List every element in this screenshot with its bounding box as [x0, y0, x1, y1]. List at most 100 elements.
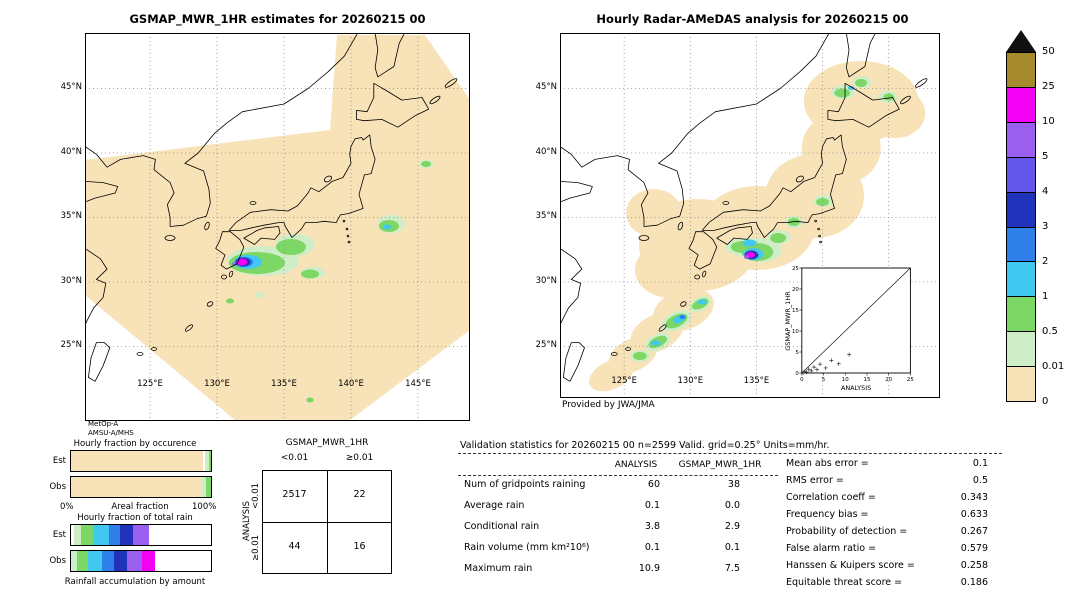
- metric-value: 0.5: [972, 475, 988, 486]
- coastlines: [85, 33, 458, 382]
- stats-row-label: Average rain: [464, 500, 525, 511]
- stats-value-analysis: 3.8: [644, 521, 660, 532]
- colorbar-tick: 25: [1042, 81, 1055, 92]
- stats-value-gsmap: 2.9: [724, 521, 740, 532]
- colorbar-tick: 4: [1042, 186, 1049, 197]
- inset-y-label: GSMAP_MWR_1HR: [784, 291, 792, 351]
- contingency-row-label-lt: <0.01: [251, 482, 261, 510]
- total-rain-bar-obs: [70, 550, 212, 572]
- contingency-row-label-ge: ≥0.01: [251, 534, 261, 562]
- metric-value: 0.186: [960, 577, 988, 588]
- occurrence-bar-obs: [70, 476, 212, 498]
- estimates-precip: [226, 160, 433, 403]
- contingency-cell-10: 44: [288, 541, 301, 552]
- lat-label-35n: 35°N: [535, 211, 557, 221]
- inset-x-ticks: 0 5 10 15 20 25: [800, 377, 914, 383]
- contingency-col-label-lt: <0.01: [280, 453, 309, 463]
- lat-label-40n: 40°N: [60, 147, 82, 157]
- colorbar-tick: 3: [1042, 221, 1049, 232]
- contingency-cell-01: 22: [353, 489, 366, 500]
- svg-text:20: 20: [792, 287, 799, 293]
- obs-label: Obs: [49, 556, 66, 566]
- est-label: Est: [52, 456, 66, 466]
- analysis-map: 125°E 130°E 135°E 0 5 10 15 20 25: [560, 33, 940, 398]
- accumulation-label: Rainfall accumulation by amount: [64, 577, 206, 587]
- svg-text:145°E: 145°E: [405, 379, 431, 389]
- stats-value-analysis: 10.9: [638, 563, 660, 574]
- colorbar-tick: 1: [1042, 291, 1049, 302]
- svg-text:5: 5: [822, 377, 825, 383]
- metric-row: Mean abs error = 0.1: [786, 458, 994, 470]
- metric-label: RMS error =: [786, 475, 844, 486]
- svg-text:130°E: 130°E: [204, 379, 230, 389]
- metric-row: Hanssen & Kuipers score = 0.258: [786, 560, 994, 572]
- data-credit: Provided by JWA/JMA: [562, 400, 655, 410]
- metric-label: Hanssen & Kuipers score =: [786, 560, 915, 571]
- lat-label-45n: 45°N: [535, 82, 557, 92]
- svg-text:125°E: 125°E: [611, 375, 636, 385]
- contingency-cell-00: 2517: [282, 489, 307, 500]
- svg-text:25: 25: [792, 266, 799, 272]
- metric-row: Probability of detection = 0.267: [786, 526, 994, 538]
- stats-col-gsmap: GSMAP_MWR_1HR: [678, 460, 762, 470]
- sensor-name: AMSU-A/MHS: [88, 429, 134, 437]
- total-rain-bar-est: [70, 524, 212, 546]
- obs-label: Obs: [49, 482, 66, 492]
- colorbar-tick: 0.01: [1042, 361, 1065, 372]
- lat-label-25n: 25°N: [60, 340, 82, 350]
- estimates-map-title: GSMAP_MWR_1HR estimates for 20260215 00: [129, 12, 426, 26]
- stats-divider-header: [458, 475, 778, 476]
- stats-value-gsmap: 0.0: [724, 500, 740, 511]
- svg-text:130°E: 130°E: [678, 375, 703, 385]
- svg-text:0: 0: [795, 371, 799, 377]
- metric-row: Correlation coeff = 0.343: [786, 492, 994, 504]
- analysis-precip: [630, 76, 898, 362]
- lat-label-40n: 40°N: [535, 147, 557, 157]
- analysis-map-title: Hourly Radar-AMeDAS analysis for 2026021…: [596, 12, 909, 26]
- contingency-cell-11: 16: [353, 541, 366, 552]
- inset-data-points: [801, 352, 852, 375]
- stats-row-label: Maximum rain: [464, 563, 533, 574]
- stats-header: Validation statistics for 20260215 00 n=…: [460, 440, 830, 451]
- map-frame: [85, 33, 470, 421]
- colorbar-tick: 0.5: [1042, 326, 1058, 337]
- metric-label: Frequency bias =: [786, 509, 869, 520]
- stats-row-label: Num of gridpoints raining: [464, 479, 586, 490]
- est-label: Est: [52, 530, 66, 540]
- svg-text:135°E: 135°E: [271, 379, 297, 389]
- metric-label: Equitable threat score =: [786, 577, 903, 588]
- svg-text:140°E: 140°E: [338, 379, 364, 389]
- colorbar-tick: 0: [1042, 396, 1049, 407]
- colorbar-over-max-triangle: [1006, 30, 1036, 52]
- stats-value-gsmap: 0.1: [724, 542, 740, 553]
- metric-value: 0.633: [960, 509, 988, 520]
- metric-row: Frequency bias = 0.633: [786, 509, 994, 521]
- satellite-name: MetOp-A: [88, 420, 119, 428]
- inset-y-ticks: 0 5 10 15 20 25: [792, 266, 799, 377]
- lat-label-45n: 45°N: [60, 82, 82, 92]
- contingency-col-label-ge: ≥0.01: [345, 453, 374, 463]
- metric-row: False alarm ratio = 0.579: [786, 543, 994, 555]
- inset-scatter-plot: 0 5 10 15 20 25 0 5 10 15 20 25 GSMAP_MW…: [784, 266, 914, 392]
- metric-row: RMS error = 0.5: [786, 475, 994, 487]
- svg-text:20: 20: [885, 377, 892, 383]
- metric-row: Equitable threat score = 0.186: [786, 577, 994, 589]
- svg-text:10: 10: [792, 329, 799, 335]
- stats-value-analysis: 0.1: [644, 500, 660, 511]
- areal-zero-label: 0%: [60, 502, 74, 512]
- inset-x-label: ANALYSIS: [841, 384, 871, 392]
- stats-row-label: Conditional rain: [464, 521, 540, 532]
- metric-label: False alarm ratio =: [786, 543, 877, 554]
- stats-row-label: Rain volume (mm km²10⁶): [464, 542, 590, 553]
- svg-text:15: 15: [792, 308, 799, 314]
- metric-label: Correlation coeff =: [786, 492, 876, 503]
- metric-label: Probability of detection =: [786, 526, 908, 537]
- stats-value-gsmap: 38: [727, 479, 740, 490]
- colorbar: [1006, 52, 1036, 402]
- svg-text:25: 25: [907, 377, 914, 383]
- svg-text:135°E: 135°E: [744, 375, 769, 385]
- total-rain-title: Hourly fraction of total rain: [77, 513, 193, 523]
- metric-value: 0.1: [972, 458, 988, 469]
- lon-labels: 125°E 130°E 135°E: [611, 375, 769, 385]
